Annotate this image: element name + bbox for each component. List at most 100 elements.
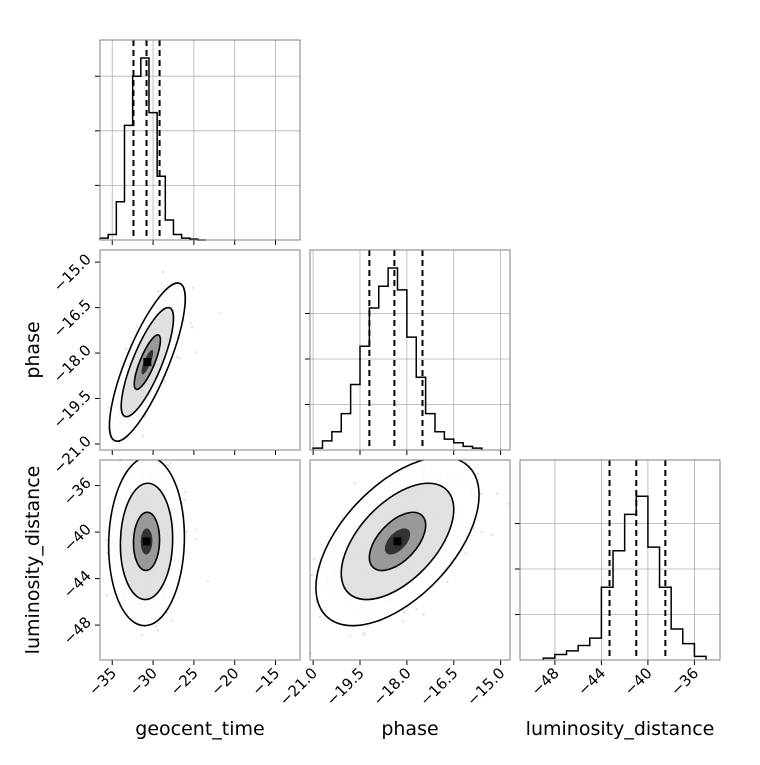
scatter-point [169,462,172,465]
scatter-point [136,325,139,328]
scatter-point [191,286,195,290]
scatter-panel-geocent-time-luminosity-distance [95,459,301,665]
x-axis-label-phase: phase [381,718,438,740]
x-tick-label: −48 [528,664,563,699]
scatter-point [125,347,128,350]
scatter-point [171,619,174,622]
x-tick-label: −30 [126,664,161,699]
panel-content [105,460,209,637]
x-tick-label: −21.0 [276,664,321,709]
scatter-point [105,538,108,541]
scatter-point [403,611,406,614]
panel-background [310,250,510,450]
scatter-point [194,528,197,531]
density-peak [143,358,152,367]
panel-background [100,40,300,240]
y-tick-label: −44 [60,567,95,602]
scatter-point [313,557,316,560]
y-tick-label: −16.5 [50,296,95,341]
x-tick-label: −25 [167,664,202,699]
scatter-point [118,460,122,463]
x-tick-label: −36 [667,664,702,699]
scatter-point [164,380,167,383]
scatter-point [206,580,209,583]
x-tick-label: −40 [621,664,656,699]
scatter-point [191,326,194,329]
scatter-point [154,625,158,628]
x-tick-label: −18.0 [369,664,414,709]
panel-content [91,270,221,455]
panel-frame [309,249,511,451]
panel-frame [519,459,721,661]
hist-panel-geocent-time [95,39,301,245]
histogram-luminosity-distance [542,495,707,660]
scatter-point [195,351,198,354]
histogram-phase [312,267,483,450]
scatter-point [310,652,313,655]
scatter-point [157,622,160,625]
scatter-point [178,356,181,360]
scatter-point [165,463,168,466]
scatter-point [402,620,405,623]
x-axis-label-geocent-time: geocent_time [135,718,264,740]
scatter-point [415,607,418,611]
y-tick-label: −18.0 [50,341,95,386]
scatter-point [341,515,344,518]
y-tick-label: −40 [60,520,95,555]
scatter-point [353,482,357,485]
y-tick-label: −19.5 [50,387,95,432]
y-axis-label-luminosity-distance: luminosity_distance [22,466,44,655]
histogram-geocent-time [99,57,207,241]
x-tick-label: −44 [574,664,609,699]
scatter-point [175,355,179,358]
hist-panel-luminosity-distance [515,459,721,665]
scatter-point [91,430,93,432]
scatter-point [349,634,352,637]
scatter-point [141,633,144,637]
density-peak [142,537,151,546]
scatter-point [480,531,483,534]
x-tick-label: −19.5 [323,664,368,709]
y-tick-label: −21.0 [50,432,95,477]
scatter-panel-phase-luminosity-distance [309,459,511,665]
scatter-point [496,492,499,495]
scatter-point [141,434,144,437]
y-tick-label: −36 [60,474,95,509]
scatter-point [479,492,483,496]
density-peak [393,537,402,546]
hist-panel-phase [305,249,511,455]
scatter-point [476,472,480,475]
scatter-point [363,631,366,635]
x-tick-label: −15.0 [463,664,508,709]
scatter-point [161,270,164,274]
scatter-point [183,499,186,502]
x-tick-label: −35 [85,664,120,699]
x-tick-label: −16.5 [416,664,461,709]
scatter-point [195,538,198,541]
scatter-point [167,464,170,467]
y-tick-label: −15.0 [50,250,95,295]
panel-background [520,460,720,660]
panel-frame [309,459,511,661]
panel-frame [99,459,301,661]
scatter-point [189,322,193,325]
scatter-point [472,527,475,530]
scatter-point [108,406,111,409]
scatter-point [362,633,365,636]
scatter-point [446,581,449,584]
scatter-point [318,615,321,618]
scatter-point [490,533,493,536]
scatter-point [157,290,160,293]
panel-frame [99,39,301,241]
x-axis-label-luminosity-distance: luminosity_distance [526,718,715,740]
scatter-point [422,613,425,616]
scatter-point [117,453,119,455]
panel-frame [99,249,301,451]
scatter-point [105,594,109,597]
panel-content [310,460,509,655]
scatter-point [185,530,188,533]
x-tick-label: −20 [207,664,242,699]
scatter-point [128,451,130,453]
